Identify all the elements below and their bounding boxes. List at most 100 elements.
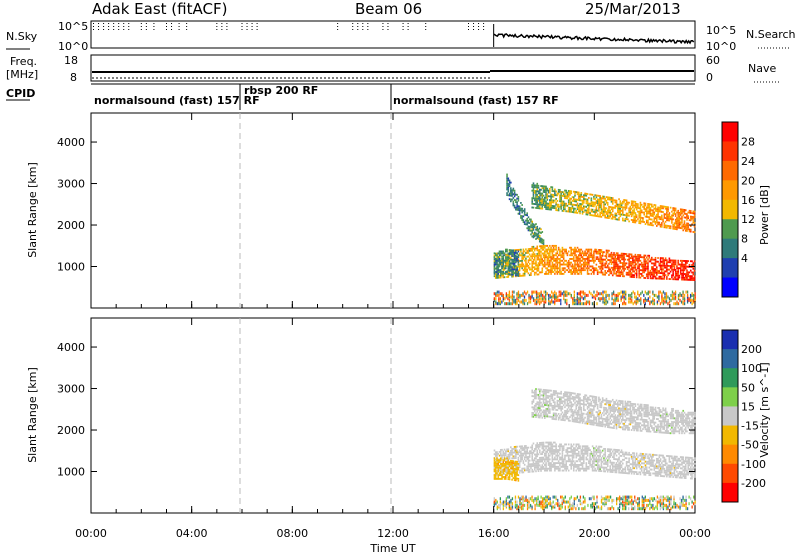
ground-scatter-cell	[558, 293, 560, 297]
data-cell	[544, 254, 546, 257]
data-cell	[684, 465, 687, 468]
data-cell	[687, 473, 690, 476]
data-cell	[580, 195, 583, 198]
data-cell	[528, 259, 531, 262]
data-cell	[557, 271, 560, 273]
data-cell	[556, 259, 559, 262]
data-cell	[600, 210, 603, 213]
ground-scatter-cell	[637, 298, 639, 302]
data-cell	[635, 465, 638, 468]
data-cell	[581, 269, 584, 272]
data-cell	[540, 258, 542, 261]
data-cell	[689, 230, 692, 233]
data-cell	[682, 456, 685, 459]
data-cell	[600, 264, 603, 266]
data-cell	[549, 412, 551, 414]
data-cell	[518, 267, 521, 270]
data-cell	[571, 449, 574, 451]
data-cell	[635, 471, 638, 474]
ground-scatter-cell	[597, 297, 600, 301]
data-cell	[507, 256, 510, 259]
ground-scatter-cell	[569, 292, 571, 296]
data-cell	[559, 272, 561, 275]
data-cell	[540, 256, 542, 259]
data-cell	[637, 259, 639, 262]
data-cell	[640, 269, 643, 272]
ground-scatter-cell	[523, 302, 526, 306]
data-cell	[516, 249, 518, 251]
data-cell	[513, 199, 516, 201]
data-cell	[637, 460, 639, 462]
data-cell	[555, 190, 557, 193]
data-cell	[521, 467, 523, 470]
data-cell	[625, 271, 628, 274]
data-cell	[620, 460, 623, 463]
data-cell	[614, 267, 617, 269]
data-cell	[527, 255, 530, 258]
data-cell	[535, 206, 537, 209]
data-cell	[611, 199, 614, 201]
data-cell	[603, 258, 605, 261]
data-cell	[622, 256, 624, 259]
data-cell	[611, 465, 614, 468]
data-cell	[659, 210, 662, 213]
data-cell	[668, 472, 671, 474]
data-cell	[575, 449, 578, 451]
data-cell	[504, 265, 507, 268]
data-cell	[605, 212, 608, 215]
ground-scatter-cell	[649, 295, 651, 299]
data-cell	[628, 214, 630, 217]
data-cell	[521, 449, 523, 451]
ground-scatter-cell	[691, 292, 693, 296]
data-cell	[601, 266, 604, 268]
data-cell	[550, 206, 552, 209]
data-cell	[669, 266, 672, 269]
ground-scatter-cell	[535, 297, 538, 301]
data-cell	[640, 458, 643, 461]
data-cell	[644, 466, 647, 469]
data-cell	[536, 406, 539, 409]
data-cell	[510, 258, 512, 261]
data-cell	[588, 272, 590, 275]
data-cell	[677, 274, 679, 277]
data-cell	[551, 458, 554, 461]
data-cell	[635, 270, 638, 273]
ground-scatter-cell	[499, 292, 502, 296]
data-cell	[550, 267, 552, 270]
data-cell	[673, 263, 676, 266]
data-cell	[588, 248, 590, 251]
data-cell	[591, 267, 594, 270]
ground-scatter-cell	[520, 293, 523, 297]
data-cell	[654, 474, 657, 477]
ground-scatter-cell	[612, 302, 615, 306]
ground-scatter-cell	[674, 292, 677, 296]
data-cell	[654, 275, 657, 278]
data-cell	[590, 197, 593, 200]
data-cell	[511, 249, 513, 252]
data-cell	[523, 270, 526, 273]
data-cell	[546, 389, 549, 392]
data-cell	[630, 457, 633, 460]
data-cell	[552, 391, 555, 394]
data-cell	[623, 267, 625, 270]
data-cell	[593, 197, 595, 200]
ground-scatter-cell	[647, 297, 649, 301]
ground-scatter-cell	[622, 295, 624, 299]
data-cell	[526, 458, 528, 460]
data-cell	[630, 264, 633, 267]
data-cell	[538, 416, 541, 419]
data-cell	[672, 223, 674, 226]
data-cell	[593, 256, 595, 259]
data-cell	[596, 467, 599, 470]
data-cell	[526, 456, 528, 459]
data-cell	[608, 253, 610, 256]
data-cell	[580, 456, 583, 459]
data-cell	[661, 454, 663, 457]
ground-scatter-cell	[573, 290, 575, 294]
data-cell	[570, 252, 573, 255]
data-cell	[590, 204, 593, 207]
data-cell	[674, 463, 677, 466]
data-cell	[689, 275, 692, 278]
data-cell	[652, 461, 654, 464]
data-cell	[531, 186, 534, 188]
